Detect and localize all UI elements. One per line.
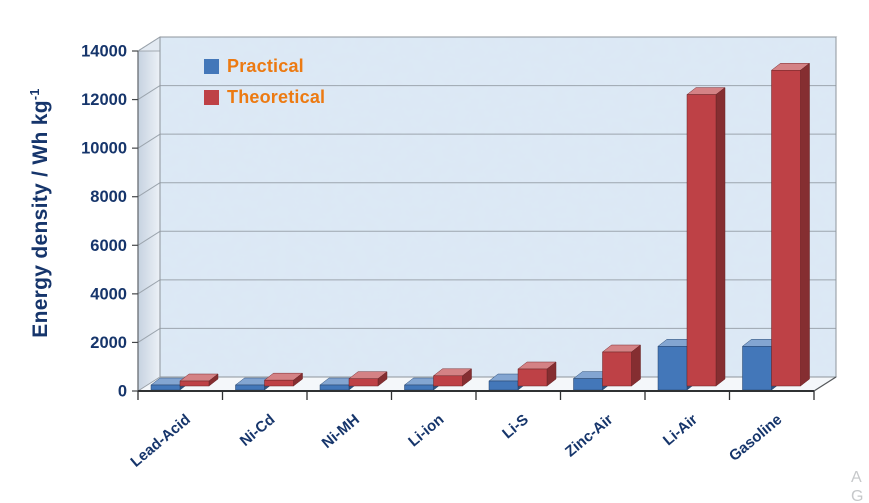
legend-label-theoretical: Theoretical xyxy=(227,87,326,107)
y-tick-label-14000: 14000 xyxy=(81,43,127,61)
gridline-side xyxy=(137,230,161,246)
y-tick-label-12000: 12000 xyxy=(81,91,127,109)
gridline-side xyxy=(137,328,161,343)
category-label-lead-acid: Lead-Acid xyxy=(127,411,193,471)
y-tick-label-8000: 8000 xyxy=(90,188,127,206)
y-tick-label-4000: 4000 xyxy=(90,285,127,303)
bar-theoretical-lead-acid xyxy=(179,373,219,387)
y-axis-title-superscript: -1 xyxy=(28,88,42,101)
gridline-side xyxy=(137,182,161,198)
y-tick-label-0: 0 xyxy=(118,383,127,401)
cropped-caption-line2: G xyxy=(851,488,864,503)
bar-theoretical-zinc-air xyxy=(601,344,642,387)
category-label-gasoline: Gasoline xyxy=(726,411,785,465)
gridline-side xyxy=(137,85,161,100)
legend-item-theoretical: Theoretical xyxy=(204,88,325,107)
legend-swatch-practical xyxy=(204,59,219,74)
wall-side xyxy=(137,36,161,392)
y-tick-label-10000: 10000 xyxy=(81,140,127,158)
y-axis-title-text: Energy density / Wh kg xyxy=(29,100,52,338)
bar-theoretical-ni-cd xyxy=(263,372,304,387)
y-tick-label-6000: 6000 xyxy=(90,237,127,255)
bar-theoretical-li-ion xyxy=(432,368,473,387)
bar-theoretical-gasoline xyxy=(770,62,811,387)
category-label-li-ion: Li-ion xyxy=(405,411,447,450)
gridline-side xyxy=(137,133,161,149)
y-tick-label-2000: 2000 xyxy=(90,334,127,352)
category-label-li-air: Li-Air xyxy=(660,411,701,449)
legend-label-practical: Practical xyxy=(227,56,304,76)
y-axis-title: Energy density / Wh kg-1 xyxy=(14,23,56,403)
legend: Practical Theoretical xyxy=(204,57,325,119)
floor-corner-edge xyxy=(813,376,837,392)
bar-theoretical-li-air xyxy=(686,87,726,387)
bar-theoretical-li-s xyxy=(517,361,557,387)
legend-item-practical: Practical xyxy=(204,57,325,76)
gridline-side xyxy=(137,279,161,295)
cropped-caption-fragment: A G xyxy=(851,468,863,503)
cropped-caption-line1: A xyxy=(851,469,862,486)
category-label-zinc-air: Zinc-Air xyxy=(562,411,616,461)
bar-theoretical-ni-mh xyxy=(348,371,388,387)
legend-swatch-theoretical xyxy=(204,90,219,105)
gridline-side xyxy=(137,36,161,52)
category-label-ni-mh: Ni-MH xyxy=(319,411,363,452)
category-label-ni-cd: Ni-Cd xyxy=(237,411,279,450)
category-label-li-s: Li-S xyxy=(499,411,532,442)
